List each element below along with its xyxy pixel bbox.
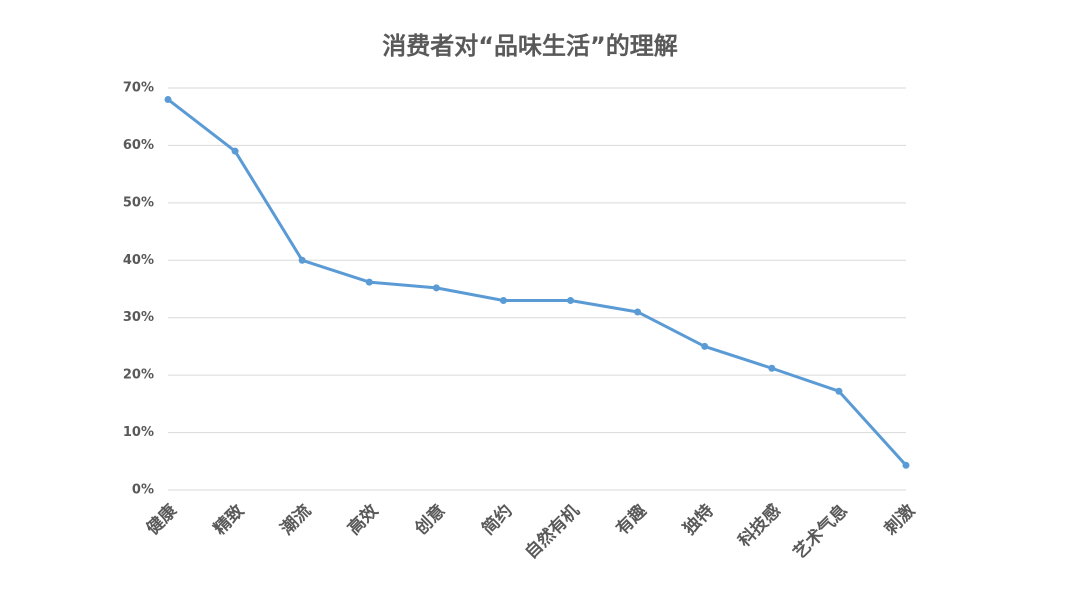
point [634, 308, 642, 316]
x-tick-label: 潮流 [276, 500, 315, 539]
point [231, 147, 239, 155]
y-tick-label: 70% [123, 81, 154, 96]
point [298, 256, 306, 264]
y-tick-label: 10% [123, 425, 154, 440]
point [432, 284, 440, 292]
y-tick-label: 30% [123, 310, 154, 325]
x-tick-label: 艺术气息 [789, 500, 852, 563]
y-tick-label: 0% [132, 483, 154, 498]
x-tick-label: 独特 [679, 500, 718, 539]
point [902, 461, 910, 469]
x-tick-label: 科技感 [734, 500, 785, 551]
y-tick-label: 50% [123, 195, 154, 210]
x-tick-label: 刺激 [880, 500, 919, 539]
y-tick-label: 40% [123, 253, 154, 268]
x-tick-label: 精致 [209, 500, 249, 540]
point [701, 342, 709, 350]
point [768, 364, 776, 372]
point [835, 387, 843, 395]
chart-title: 消费者对“品味生活”的理解 [382, 32, 678, 60]
line [167, 98, 908, 467]
x-tick-label: 健康 [142, 500, 182, 540]
x-tick-label: 高效 [343, 500, 382, 539]
x-tick-label: 有趣 [612, 500, 652, 540]
x-tick-label: 创意 [410, 500, 450, 540]
point [567, 296, 575, 304]
x-tick-label: 简约 [478, 500, 517, 539]
y-tick-label: 20% [123, 368, 154, 383]
point [164, 95, 172, 103]
y-tick-label: 60% [123, 138, 154, 153]
point [499, 296, 507, 304]
point [365, 278, 373, 286]
x-tick-label: 自然有机 [521, 500, 584, 563]
